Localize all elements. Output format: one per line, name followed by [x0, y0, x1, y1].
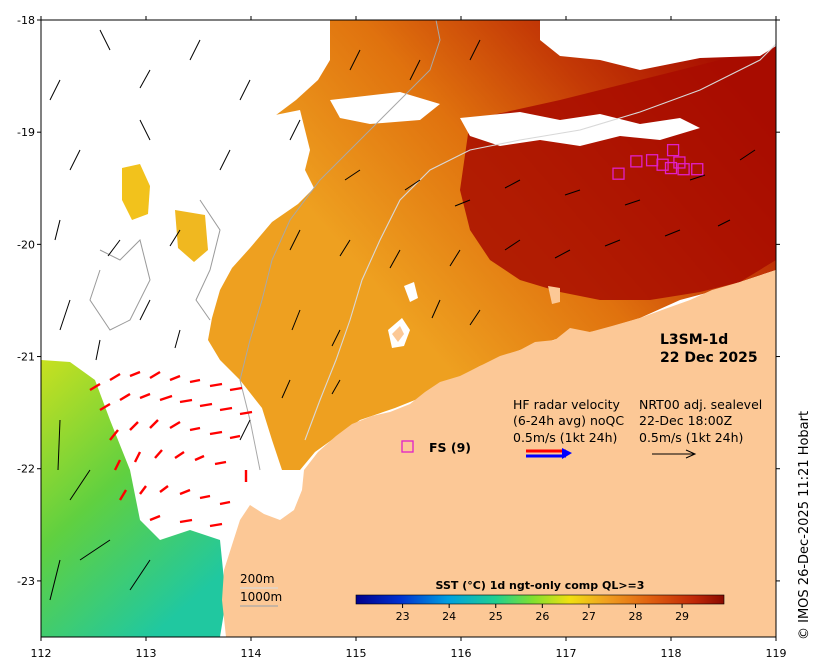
sealevel-velocity-arrows: [49, 29, 756, 601]
sealevel-time: 22-Dec 18:00Z: [639, 413, 732, 428]
y-tick-label: -23: [17, 575, 35, 588]
fs-legend-marker: [401, 440, 414, 453]
y-tick-label: -19: [17, 126, 35, 139]
map-frame: [40, 19, 777, 638]
hf-radar-station-marker: [666, 143, 680, 157]
hf-radar-station-marker: [630, 155, 643, 168]
station-markers: [612, 143, 704, 180]
x-tick-label: 118: [661, 647, 682, 660]
hf-radar-subtitle: (6-24h avg) noQC: [513, 413, 624, 428]
hf-radar-title: HF radar velocity: [513, 397, 621, 412]
contour-1000m: [239, 20, 441, 471]
y-tick-label: -22: [17, 463, 35, 476]
x-tick-label: 115: [346, 647, 367, 660]
x-tick-label: 112: [31, 647, 52, 660]
sealevel-scale-arrow: [652, 449, 697, 459]
colorbar-gradient: [355, 594, 725, 605]
product-label: L3SM-1d: [660, 332, 728, 348]
hf-radar-station-marker: [656, 158, 669, 171]
x-tick-label: 119: [766, 647, 787, 660]
hf-radar-scale-label: 0.5m/s (1kt 24h): [513, 430, 617, 445]
colorbar-title: SST (°C) 1d ngt-only comp QL>=3: [436, 579, 645, 592]
fs-label: FS (9): [429, 440, 471, 455]
island: [548, 286, 560, 304]
x-tick-label: 117: [556, 647, 577, 660]
map-axes: 112 113 114 115 116 117 118 119 -18 -19 -20 -21 -22 -…: [17, 14, 786, 660]
colorbar-tick-label: 27: [582, 610, 596, 623]
hf-radar-station-marker: [691, 163, 704, 176]
x-tick-label: 114: [241, 647, 262, 660]
coast-outline: [195, 199, 221, 321]
credit-label: © IMOS 26-Dec-2025 11:21 Hobart: [797, 411, 812, 640]
sst-cool-region: [41, 360, 226, 637]
map-plot-area: [41, 20, 776, 637]
date-label: 22 Dec 2025: [660, 350, 758, 366]
contour-200m: [304, 43, 776, 441]
y-tick-label: -18: [17, 14, 35, 27]
colorbar-ticks: 23 24 25 26 27 28 29: [396, 604, 689, 623]
island: [404, 282, 418, 302]
colorbar-tick-label: 25: [489, 610, 503, 623]
contour-200m-label: 200m: [240, 572, 275, 586]
hf-radar-arrows: [89, 370, 253, 528]
colorbar-tick-label: 23: [396, 610, 410, 623]
sealevel-scale-label: 0.5m/s (1kt 24h): [639, 430, 743, 445]
cloud-gap: [540, 20, 776, 70]
cloud-gap: [460, 112, 700, 146]
x-tick-label: 116: [451, 647, 472, 660]
y-tick-label: -20: [17, 238, 35, 251]
y-tick-label: -21: [17, 351, 35, 364]
colorbar-tick-label: 29: [675, 610, 689, 623]
colorbar-tick-label: 26: [535, 610, 549, 623]
cloud-gap: [330, 92, 440, 124]
cloud-gap: [250, 110, 310, 210]
sealevel-title: NRT00 adj. sealevel: [639, 397, 762, 412]
island: [392, 326, 404, 342]
sst-hot-region: [460, 40, 776, 300]
hf-radar-scale-arrow: [526, 448, 572, 459]
land-mass: [222, 270, 776, 637]
coast-outline: [89, 239, 151, 331]
hf-radar-station-marker: [612, 167, 625, 180]
colorbar-tick-label: 24: [442, 610, 456, 623]
sst-yellow-patch: [175, 210, 208, 262]
sst-yellow-patch: [122, 164, 150, 220]
hf-radar-station-marker: [664, 161, 678, 175]
colorbar-tick-label: 28: [628, 610, 642, 623]
x-tick-label: 113: [136, 647, 157, 660]
contour-1000m-label: 1000m: [240, 590, 282, 604]
hf-radar-station-marker: [677, 163, 690, 176]
